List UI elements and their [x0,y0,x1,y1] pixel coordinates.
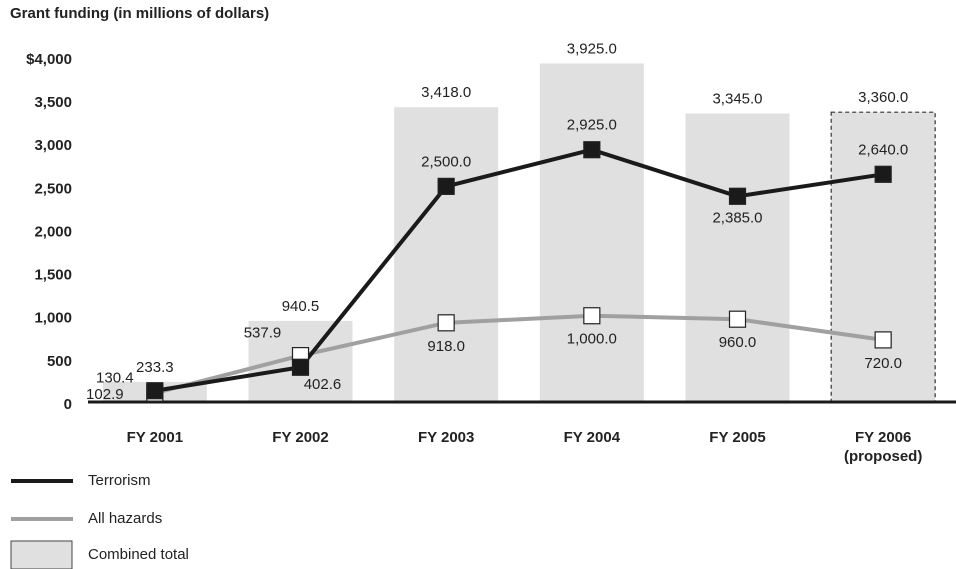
point-marker [583,141,601,159]
y-tick-label: 1,500 [34,267,72,284]
value-label: 918.0 [427,338,465,355]
value-label: 3,418.0 [421,84,471,101]
bar [394,107,499,402]
bar [539,63,644,402]
value-label: 402.6 [304,376,342,393]
y-tick-label: 0 [64,396,72,413]
bar [830,111,936,403]
value-label: 130.4 [96,370,134,387]
value-label: 233.3 [136,359,174,376]
point-marker [874,165,892,183]
value-label: 2,385.0 [712,209,762,226]
value-label: 940.5 [282,298,320,315]
y-tick-label: 3,500 [34,94,72,111]
value-label: 2,640.0 [858,141,908,158]
legend-label: All hazards [88,510,162,527]
point-marker [728,187,747,205]
y-tick-label: 500 [47,353,72,370]
legend-label: Combined total [88,546,189,563]
value-label: 3,925.0 [567,40,617,57]
y-tick-label: 1,000 [34,310,72,327]
value-label: 2,500.0 [421,153,471,170]
point-marker [146,382,164,400]
point-marker [728,310,747,328]
x-tick-label: FY 2005 [709,429,765,446]
point-marker [437,177,455,195]
x-tick-label: FY 2003 [418,429,474,446]
value-label: 720.0 [864,355,902,372]
y-tick-label: 3,000 [34,137,72,154]
x-tick-label: FY 2001 [127,429,183,446]
legend-swatch [10,540,73,569]
value-label: 102.9 [86,386,124,403]
x-tick-label: FY 2006 (proposed) [844,429,922,465]
series-line [154,313,884,396]
bar [685,113,790,403]
y-tick-label: 2,000 [34,223,72,240]
value-label: 960.0 [719,334,757,351]
y-tick-label: $4,000 [26,51,72,68]
x-tick-label: FY 2002 [272,429,328,446]
value-label: 3,345.0 [712,90,762,107]
point-marker [437,314,455,332]
point-marker [583,307,601,325]
legend-label: Terrorism [88,472,151,489]
value-label: 537.9 [244,325,282,342]
series-line [154,147,884,393]
x-tick-label: FY 2004 [564,429,621,446]
value-label: 3,360.0 [858,89,908,106]
point-marker [291,358,310,376]
value-label: 1,000.0 [567,331,617,348]
chart-title: Grant funding (in millions of dollars) [10,5,269,22]
y-tick-label: 2,500 [34,180,72,197]
value-label: 2,925.0 [567,117,617,134]
point-marker [874,331,892,349]
